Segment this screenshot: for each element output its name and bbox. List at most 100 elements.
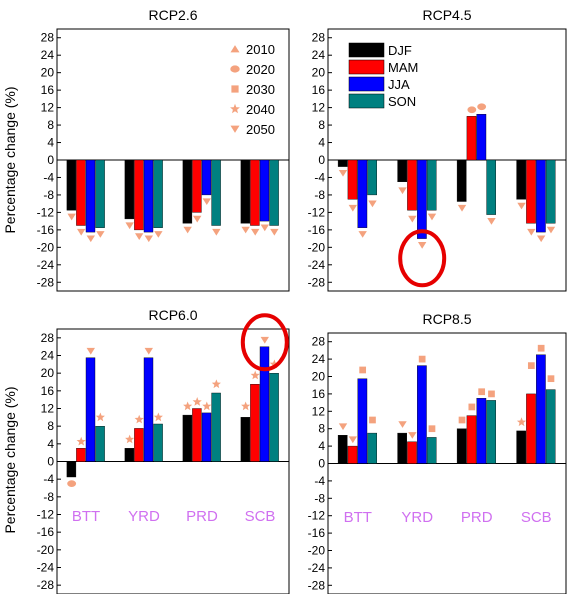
marker-triangle-down — [270, 228, 279, 236]
bar-son-btt — [367, 159, 378, 196]
chart-title: RCP2.6 — [148, 7, 197, 23]
bar-mam-btt — [347, 159, 358, 200]
highlight-ellipse — [398, 229, 447, 288]
y-tick-label: 28 — [41, 331, 55, 345]
y-tick-label: -4 — [314, 474, 325, 488]
marker-triangle-down — [144, 235, 153, 243]
y-tick-label: 20 — [41, 366, 55, 380]
bar-djf-scb — [516, 430, 526, 464]
chart-title: RCP4.5 — [422, 7, 471, 23]
marker-triangle-down — [348, 204, 358, 212]
bar-mam-btt — [76, 448, 86, 462]
marker-star — [211, 379, 221, 389]
bar-jja-btt — [357, 159, 368, 228]
bar-mam-prd — [466, 415, 477, 464]
marker-triangle-down — [251, 228, 260, 236]
category-label: BTT — [344, 509, 372, 526]
bar-jja-scb — [536, 159, 546, 233]
marker-triangle-down — [487, 217, 496, 225]
bar-jja-yrd — [143, 159, 154, 233]
legend-swatch-son — [348, 93, 385, 109]
bar-djf-prd — [456, 428, 467, 464]
bar-djf-prd — [182, 414, 193, 462]
marker-triangle-down — [135, 233, 144, 240]
bar-jja-btt — [85, 357, 96, 462]
y-tick-label: -8 — [314, 491, 325, 505]
legend-label: 2010 — [246, 42, 275, 57]
y-tick-label: -24 — [37, 258, 55, 272]
y-tick-label: 28 — [41, 31, 55, 45]
marker-square — [488, 390, 495, 398]
marker-triangle-down — [260, 336, 269, 344]
y-tick-label: 16 — [41, 83, 55, 97]
marker-star — [183, 401, 193, 411]
bar-son-prd — [211, 392, 221, 462]
y-tick-label: -12 — [308, 205, 326, 219]
marker-triangle-down — [417, 242, 427, 249]
y-tick-label: -4 — [314, 170, 325, 184]
marker-circle — [67, 480, 77, 487]
bar-jja-prd — [201, 159, 212, 196]
y-tick-label: 20 — [312, 66, 326, 80]
chart-panel-rcp60: RCP6.0 28 24 20 16 12 8 4 0 -4 -8 -12 -16 -20 -24 -28 BT… — [37, 307, 290, 594]
marker-triangle-down — [193, 215, 202, 223]
bar-son-scb — [545, 389, 556, 464]
marker-star — [250, 370, 260, 380]
marker-circle — [477, 103, 487, 111]
legend-swatch-jja — [348, 76, 385, 92]
marker-triangle-down — [125, 222, 134, 230]
y-tick-label: 28 — [312, 335, 326, 349]
bar-mam-yrd — [407, 159, 417, 211]
y-tick-label: 0 — [47, 455, 54, 469]
marker-triangle-down — [398, 421, 407, 428]
marker-star — [192, 397, 202, 406]
marker-star — [95, 412, 105, 422]
y-tick-label: -24 — [37, 561, 55, 575]
marker-triangle-down — [338, 423, 348, 431]
y-tick-label: 0 — [318, 457, 325, 471]
bar-jja-yrd — [417, 365, 427, 464]
y-tick-label: 8 — [318, 118, 325, 132]
category-label: PRD — [461, 509, 493, 526]
marker-triangle-down — [338, 169, 348, 177]
y-tick-label: -4 — [43, 170, 54, 184]
y-tick-label: 24 — [41, 349, 55, 363]
bar-jja-yrd — [143, 357, 154, 462]
legend-swatch-mam — [348, 59, 385, 75]
y-tick-label: -24 — [308, 561, 326, 575]
bar-jja-scb — [536, 354, 546, 464]
bar-djf-prd — [456, 159, 467, 202]
marker-triangle-down — [77, 228, 86, 236]
bar-son-btt — [95, 159, 105, 228]
y-tick-label: 12 — [312, 404, 326, 418]
bar-son-yrd — [153, 423, 163, 462]
bar-mam-scb — [526, 393, 536, 464]
y-tick-label: -28 — [37, 275, 55, 289]
y-tick-label: -20 — [308, 240, 326, 254]
y-tick-label: -16 — [37, 525, 55, 539]
bar-son-scb — [269, 159, 279, 226]
y-tick-label: -20 — [308, 544, 326, 558]
bar-son-yrd — [153, 159, 163, 228]
y-tick-label: 8 — [47, 118, 54, 132]
marker-triangle-down — [183, 226, 192, 234]
y-tick-label: -8 — [314, 188, 325, 202]
marker-square — [527, 362, 535, 369]
y-tick-label: 16 — [41, 384, 55, 398]
marker-square — [468, 403, 476, 411]
chart-panel-rcp26: RCP2.6 28 24 20 16 12 8 4 0 -4 -8 -12 -16 -20 -24 -28 20… — [37, 7, 290, 292]
bar-jja-btt — [357, 378, 368, 464]
y-tick-label: 0 — [318, 153, 325, 167]
category-label: YRD — [128, 508, 160, 525]
legend-label: JJA — [388, 77, 410, 92]
legend-marker-triangle-down — [230, 125, 240, 133]
bar-mam-yrd — [407, 441, 417, 464]
marker-triangle-down — [260, 224, 269, 232]
marker-triangle-down — [154, 231, 163, 238]
y-tick-label: 16 — [312, 83, 326, 97]
bar-jja-prd — [476, 113, 487, 161]
category-label: BTT — [72, 508, 100, 525]
marker-triangle-down — [96, 231, 105, 238]
y-tick-label: 4 — [318, 136, 325, 150]
marker-triangle-down — [517, 202, 526, 210]
